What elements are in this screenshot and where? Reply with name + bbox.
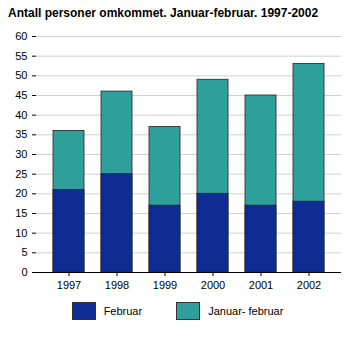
svg-text:25: 25 xyxy=(15,168,27,180)
svg-text:0: 0 xyxy=(21,266,27,278)
html-text:Februar: Februar xyxy=(103,305,143,317)
svg-text:60: 60 xyxy=(15,30,27,42)
svg-text:15: 15 xyxy=(15,207,27,219)
svg-text:40: 40 xyxy=(15,109,27,121)
svg-text:35: 35 xyxy=(15,128,27,140)
svg-text:1999: 1999 xyxy=(153,279,177,291)
svg-text:10: 10 xyxy=(15,227,27,239)
svg-text:2001: 2001 xyxy=(249,279,273,291)
svg-text:1997: 1997 xyxy=(57,279,81,291)
html-text:Antall personer omkommet. Janu: Antall personer omkommet. Januar-februar… xyxy=(8,6,319,20)
svg-text:30: 30 xyxy=(15,148,27,160)
svg-text:2000: 2000 xyxy=(201,279,225,291)
svg-text:20: 20 xyxy=(15,187,27,199)
svg-text:2002: 2002 xyxy=(297,279,321,291)
svg-text:55: 55 xyxy=(15,50,27,62)
html-text:Januar- februar: Januar- februar xyxy=(208,305,284,317)
svg-text:5: 5 xyxy=(21,246,27,258)
svg-text:1998: 1998 xyxy=(105,279,129,291)
svg-text:50: 50 xyxy=(15,69,27,81)
svg-text:45: 45 xyxy=(15,89,27,101)
